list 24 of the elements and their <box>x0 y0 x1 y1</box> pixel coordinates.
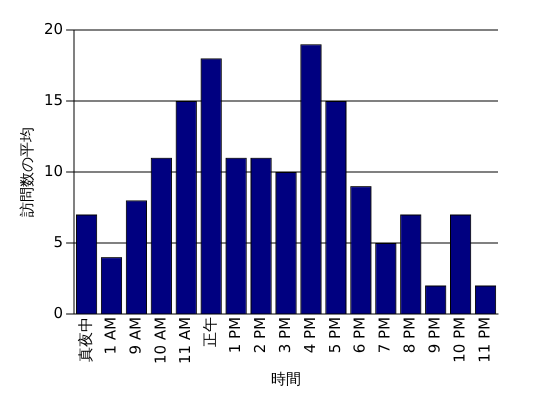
x-tick-label: 8 PM <box>400 316 419 354</box>
x-tick-label: 10 AM <box>151 316 170 364</box>
x-tick-label: 11 AM <box>176 316 194 364</box>
y-tick-label: 15 <box>44 90 64 109</box>
x-tick-label: 11 PM <box>475 316 494 363</box>
y-axis-title: 訪問数の平均 <box>18 126 36 217</box>
x-tick-label: 正午 <box>201 316 220 347</box>
x-tick-label: 10 PM <box>450 316 468 363</box>
y-tick-label: 10 <box>44 162 64 180</box>
x-tick-label: 2 PM <box>251 316 269 354</box>
y-tick-label: 5 <box>54 232 64 251</box>
y-tick-label: 0 <box>54 304 64 322</box>
x-tick-label: 9 PM <box>426 316 444 354</box>
x-tick-label: 1 AM <box>101 316 120 354</box>
x-tick-label: 4 PM <box>300 316 319 354</box>
x-tick-label: 7 PM <box>376 316 394 354</box>
x-tick-label: 5 PM <box>326 316 344 354</box>
x-tick-label: 9 AM <box>126 316 144 354</box>
y-tick-label: 20 <box>44 20 64 38</box>
x-tick-label: 1 PM <box>226 316 244 354</box>
x-axis-title: 時間 <box>271 370 302 388</box>
x-tick-label: 6 PM <box>350 316 369 354</box>
x-tick-label: 3 PM <box>276 316 294 354</box>
x-tick-label: 真夜中 <box>76 316 94 362</box>
